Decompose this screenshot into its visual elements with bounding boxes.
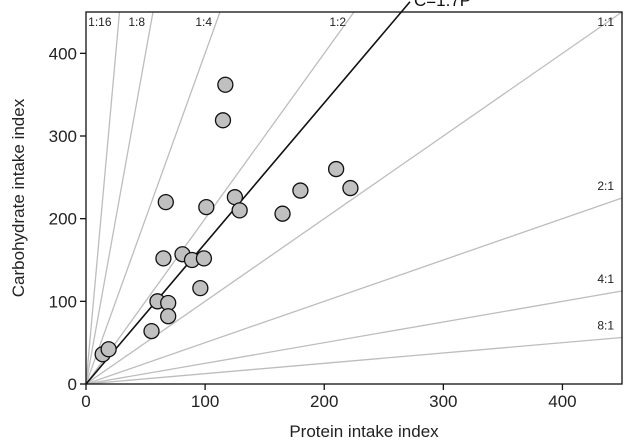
data-point-16: [231, 202, 248, 219]
data-point-7: [160, 308, 177, 325]
plot-frame: [85, 11, 623, 385]
y-tick-label: 100: [49, 292, 77, 311]
data-point-18: [292, 182, 309, 199]
ratio-lines: 1:16 1:8 1:4 1:2 1:1 2:1 4:1 8:1: [85, 11, 623, 385]
ratio-line-1-16: [85, 11, 121, 385]
x-tick-label: 100: [191, 392, 219, 411]
x-tick-label: 0: [81, 392, 90, 411]
data-point-13: [214, 112, 232, 129]
y-tick-label: 400: [49, 44, 77, 63]
data-point-10: [192, 279, 209, 297]
ratio-label-4-1: 4:1: [597, 272, 614, 286]
fit-line-label: C=1.7P: [414, 0, 471, 10]
ratio-label-2-1: 2:1: [597, 179, 614, 193]
ratio-line-1-1: [85, 11, 623, 385]
data-point-14: [217, 76, 234, 93]
x-tick-label: 300: [429, 392, 457, 411]
ratio-label-1-16: 1:16: [88, 15, 112, 29]
y-tick-label: 300: [49, 127, 77, 146]
ratio-label-8-1: 8:1: [597, 319, 614, 333]
ratio-line-2-1: [85, 197, 623, 385]
data-point-2: [143, 322, 160, 340]
y-tick-label: 0: [68, 375, 77, 394]
y-axis-ticks: 0 100 200 300 400: [49, 44, 86, 394]
ratio-label-1-1: 1:1: [597, 15, 614, 29]
ratio-line-1-2: [85, 11, 355, 385]
ratio-line-8-1: [85, 336, 623, 385]
ratio-label-1-2: 1:2: [329, 15, 346, 29]
data-point-20: [342, 179, 359, 197]
data-point-19: [327, 160, 345, 178]
data-point-12: [198, 198, 215, 216]
y-tick-label: 200: [49, 210, 77, 229]
data-point-1: [100, 341, 117, 358]
fit-line-group: C=1.7P: [85, 0, 471, 385]
data-point-4: [155, 250, 172, 267]
data-point-11: [195, 250, 213, 267]
fit-line: [85, 1, 411, 385]
ratio-line-1-4: [85, 11, 221, 385]
x-tick-label: 400: [548, 392, 576, 411]
ratio-label-1-8: 1:8: [128, 15, 145, 29]
x-axis-ticks: 0 100 200 300 400: [81, 384, 577, 411]
ratio-line-4-1: [85, 290, 623, 385]
plot-border: [85, 11, 623, 385]
x-tick-label: 200: [310, 392, 338, 411]
ratio-line-1-8: [85, 11, 154, 385]
x-axis-title: Protein intake index: [289, 422, 439, 441]
data-point-5: [157, 193, 174, 211]
y-axis-title: Carbohydrate intake index: [9, 98, 28, 297]
data-point-17: [274, 205, 291, 222]
data-points: [94, 76, 359, 363]
ratio-label-1-4: 1:4: [195, 15, 212, 29]
